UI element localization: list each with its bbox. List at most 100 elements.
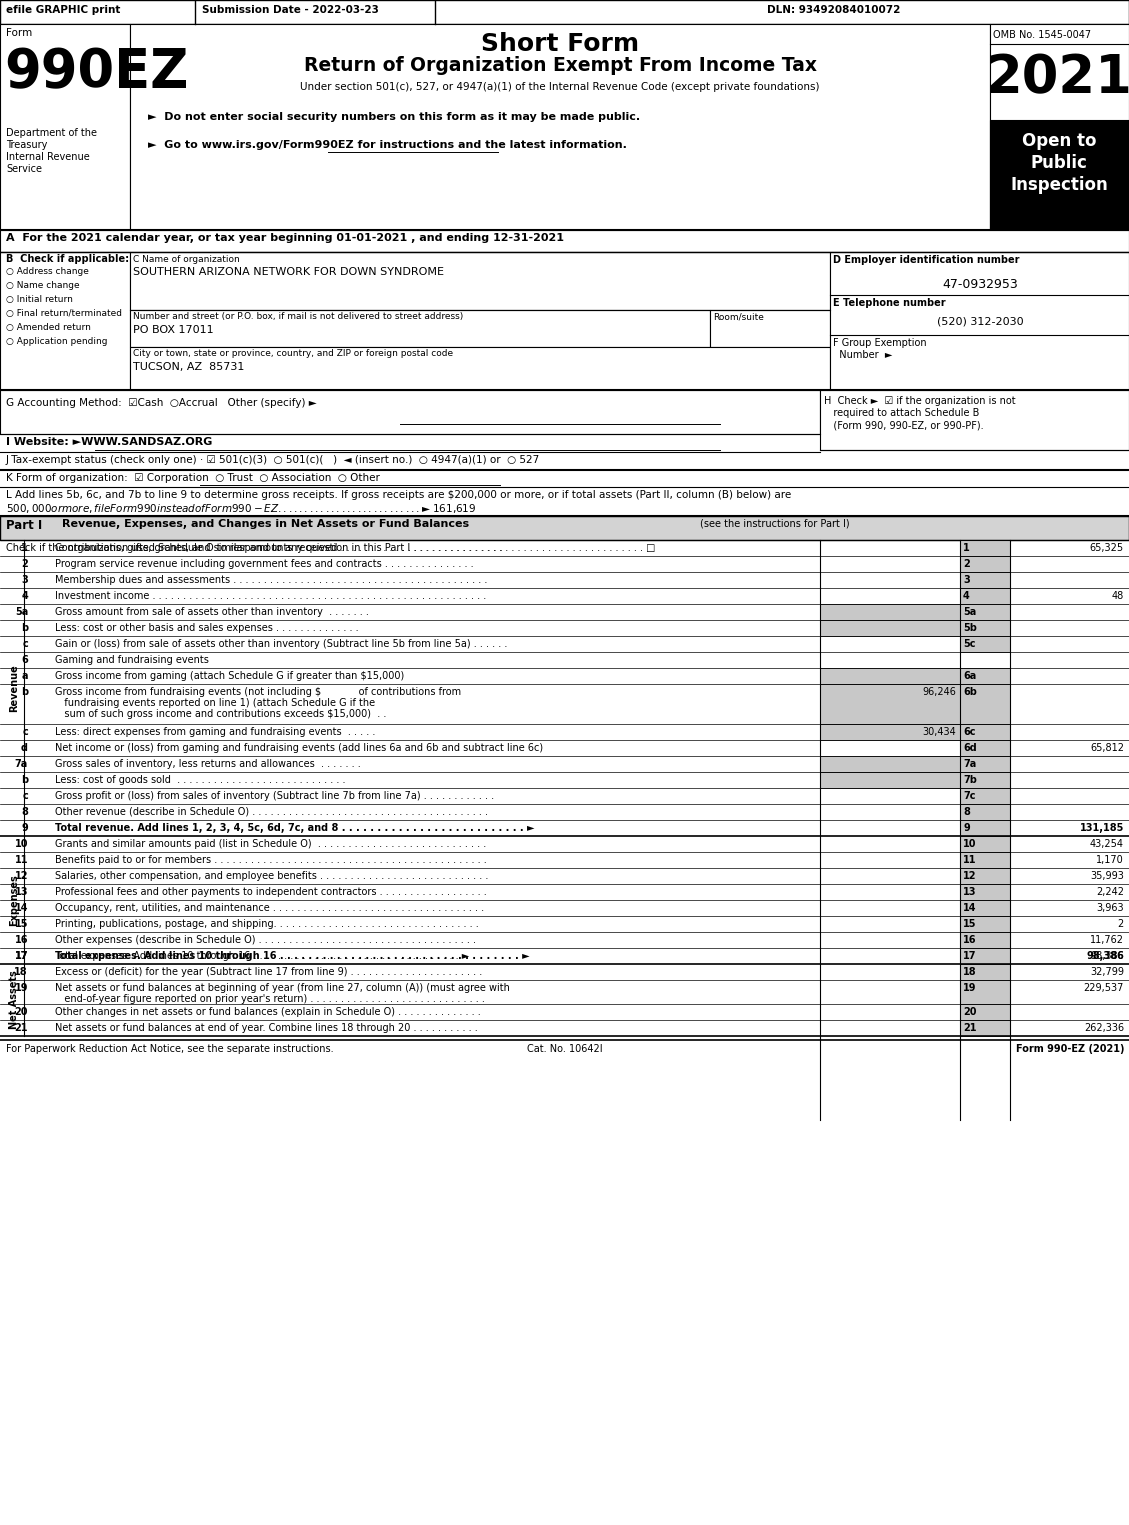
Bar (990, 24, 1129, 230)
Bar (830, 252, 1129, 390)
Text: 11: 11 (15, 856, 28, 865)
Text: Gross sales of inventory, less returns and allowances  . . . . . . .: Gross sales of inventory, less returns a… (55, 759, 361, 769)
Text: H  Check ►  ☑ if the organization is not: H Check ► ☑ if the organization is not (824, 396, 1016, 406)
Text: 1,170: 1,170 (1096, 856, 1124, 865)
Text: 48: 48 (1112, 592, 1124, 601)
Text: b: b (20, 624, 28, 633)
Bar (960, 964, 1010, 981)
Text: Expenses: Expenses (9, 874, 19, 926)
Text: 15: 15 (15, 920, 28, 929)
Text: Gain or (loss) from sale of assets other than inventory (Subtract line 5b from l: Gain or (loss) from sale of assets other… (55, 639, 507, 650)
Text: 13: 13 (15, 888, 28, 897)
Text: Less: direct expenses from gaming and fundraising events  . . . . .: Less: direct expenses from gaming and fu… (55, 727, 375, 737)
Text: 12: 12 (963, 871, 977, 881)
Text: Printing, publications, postage, and shipping. . . . . . . . . . . . . . . . . .: Printing, publications, postage, and shi… (55, 920, 479, 929)
Text: DLN: 93492084010072: DLN: 93492084010072 (767, 5, 900, 15)
Text: 5a: 5a (963, 607, 977, 618)
Text: Revenue, Expenses, and Changes in Net Assets or Fund Balances: Revenue, Expenses, and Changes in Net As… (62, 518, 470, 529)
Bar (960, 868, 1010, 884)
Text: ○ Amended return: ○ Amended return (6, 323, 90, 332)
Text: Total expenses. Add lines 10 through 16 . . . . . . . . . . . . . . . . . . . . : Total expenses. Add lines 10 through 16 … (55, 952, 470, 961)
Text: 20: 20 (15, 1006, 28, 1017)
Bar (960, 572, 1010, 589)
Text: Short Form: Short Form (481, 32, 639, 56)
Text: 3,963: 3,963 (1096, 903, 1124, 913)
Text: 11: 11 (963, 856, 977, 865)
Text: Return of Organization Exempt From Income Tax: Return of Organization Exempt From Incom… (304, 56, 816, 75)
Text: 10: 10 (15, 839, 28, 849)
Text: City or town, state or province, country, and ZIP or foreign postal code: City or town, state or province, country… (133, 349, 453, 358)
Text: Other revenue (describe in Schedule O) . . . . . . . . . . . . . . . . . . . . .: Other revenue (describe in Schedule O) .… (55, 807, 488, 817)
Text: 131,185: 131,185 (1079, 824, 1124, 833)
Text: Form 990-EZ (2021): Form 990-EZ (2021) (1015, 1045, 1124, 1054)
Bar (820, 621, 960, 636)
Bar (960, 756, 1010, 772)
Text: 35,993: 35,993 (1091, 871, 1124, 881)
Text: 10: 10 (963, 839, 977, 849)
Text: 12: 12 (15, 871, 28, 881)
Text: Room/suite: Room/suite (714, 313, 764, 320)
Bar (820, 756, 960, 772)
Text: Professional fees and other payments to independent contractors . . . . . . . . : Professional fees and other payments to … (55, 888, 487, 897)
Bar (960, 788, 1010, 804)
Bar (960, 949, 1010, 964)
Text: 19: 19 (15, 984, 28, 993)
Bar (820, 668, 960, 685)
Text: a: a (21, 671, 28, 682)
Text: 20: 20 (963, 1006, 977, 1017)
Bar (820, 772, 960, 788)
Text: Form: Form (6, 27, 33, 38)
Text: 14: 14 (963, 903, 977, 913)
Text: Treasury: Treasury (6, 140, 47, 149)
Text: Cat. No. 10642I: Cat. No. 10642I (527, 1045, 603, 1054)
Text: B  Check if applicable:: B Check if applicable: (6, 255, 129, 264)
Text: 30,434: 30,434 (922, 727, 956, 737)
Text: 9: 9 (963, 824, 970, 833)
Text: 9: 9 (21, 824, 28, 833)
Text: Membership dues and assessments . . . . . . . . . . . . . . . . . . . . . . . . : Membership dues and assessments . . . . … (55, 575, 488, 586)
Bar (820, 724, 960, 740)
Text: G Accounting Method:  ☑Cash  ○Accrual   Other (specify) ►: G Accounting Method: ☑Cash ○Accrual Othe… (6, 398, 317, 409)
Text: 65,325: 65,325 (1089, 543, 1124, 554)
Text: 96,246: 96,246 (922, 686, 956, 697)
Text: Number  ►: Number ► (833, 351, 892, 360)
Text: 6a: 6a (963, 671, 977, 682)
Text: Gross income from gaming (attach Schedule G if greater than $15,000): Gross income from gaming (attach Schedul… (55, 671, 404, 682)
Text: 19: 19 (963, 984, 977, 993)
Text: 6: 6 (21, 656, 28, 665)
Text: required to attach Schedule B: required to attach Schedule B (824, 409, 979, 418)
Text: Salaries, other compensation, and employee benefits . . . . . . . . . . . . . . : Salaries, other compensation, and employ… (55, 871, 489, 881)
Text: 7b: 7b (963, 775, 977, 785)
Text: 11,762: 11,762 (1089, 935, 1124, 945)
Text: 229,537: 229,537 (1084, 984, 1124, 993)
Text: 3: 3 (21, 575, 28, 586)
Text: b: b (20, 775, 28, 785)
Bar (960, 981, 1010, 1003)
Text: Other changes in net assets or fund balances (explain in Schedule O) . . . . . .: Other changes in net assets or fund bala… (55, 1006, 481, 1017)
Text: 17: 17 (15, 952, 28, 961)
Text: 17: 17 (15, 952, 28, 961)
Bar (960, 540, 1010, 557)
Bar (960, 557, 1010, 572)
Text: 98,386: 98,386 (1091, 952, 1124, 961)
Text: 14: 14 (15, 903, 28, 913)
Text: 7c: 7c (963, 791, 975, 801)
Text: J Tax-exempt status (check only one) · ☑ 501(c)(3)  ○ 501(c)(   )  ◄ (insert no.: J Tax-exempt status (check only one) · ☑… (6, 454, 541, 465)
Text: 17: 17 (963, 952, 977, 961)
Text: 3: 3 (963, 575, 970, 586)
Bar (130, 24, 990, 230)
Text: 8: 8 (21, 807, 28, 817)
Text: F Group Exemption: F Group Exemption (833, 339, 927, 348)
Bar (0, 230, 1129, 252)
Text: TUCSON, AZ  85731: TUCSON, AZ 85731 (133, 361, 244, 372)
Bar (960, 685, 1010, 724)
Text: Net Assets: Net Assets (9, 970, 19, 1029)
Text: Number and street (or P.O. box, if mail is not delivered to street address): Number and street (or P.O. box, if mail … (133, 313, 463, 320)
Text: Gross income from fundraising events (not including $            of contribution: Gross income from fundraising events (no… (55, 686, 461, 697)
Text: 18: 18 (15, 967, 28, 978)
Text: Less: cost or other basis and sales expenses . . . . . . . . . . . . . .: Less: cost or other basis and sales expe… (55, 624, 359, 633)
Text: $500,000 or more, file Form 990 instead of Form 990-EZ . . . . . . . . . . . . .: $500,000 or more, file Form 990 instead … (6, 502, 476, 515)
Text: ○ Final return/terminated: ○ Final return/terminated (6, 310, 122, 319)
Text: Less: cost of goods sold  . . . . . . . . . . . . . . . . . . . . . . . . . . . : Less: cost of goods sold . . . . . . . .… (55, 775, 345, 785)
Text: 13: 13 (963, 888, 977, 897)
